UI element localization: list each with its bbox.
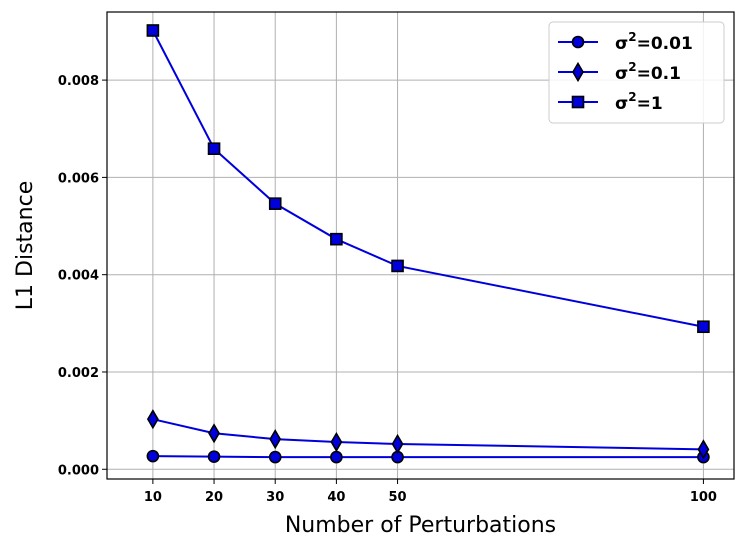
x-tick-label: 50 [389, 490, 407, 505]
data-point [391, 433, 404, 455]
data-point [146, 449, 160, 463]
plot-frame [106, 11, 735, 480]
legend-marker [571, 35, 585, 49]
legend-marker [572, 61, 584, 83]
data-point [268, 450, 282, 464]
series-line [151, 30, 704, 328]
legend-label: σ2=1 [615, 90, 663, 114]
x-tick-label: 20 [205, 490, 223, 505]
y-tick-label: 0.004 [58, 269, 99, 284]
y-tick-label: 0.008 [58, 74, 99, 89]
series-circle [146, 449, 710, 464]
legend-entry: σ2=0.1 [558, 60, 681, 84]
data-point [330, 232, 343, 246]
data-point [146, 24, 160, 37]
legend-entry: σ2=0.01 [558, 30, 693, 54]
y-tick-label: 0.002 [58, 366, 99, 381]
data-point [268, 197, 282, 210]
y-tick-label: 0.000 [58, 463, 99, 478]
data-point [208, 423, 220, 444]
data-point [207, 142, 221, 155]
series-diamond [146, 409, 710, 460]
data-point [207, 450, 221, 463]
data-point [269, 429, 282, 450]
x-tick-label: 100 [690, 490, 717, 505]
series-line [152, 418, 704, 451]
x-axis-ticks: 10 20 30 40 50 100 [144, 479, 717, 505]
y-axis-label: L1 Distance [13, 181, 38, 310]
series-layer [146, 24, 710, 464]
x-tick-label: 30 [266, 490, 284, 505]
series-square [146, 24, 710, 334]
data-point [697, 320, 710, 334]
x-tick-label: 10 [144, 490, 162, 505]
data-point [330, 450, 343, 464]
legend-marker [571, 95, 585, 109]
y-tick-label: 0.006 [58, 171, 99, 186]
legend-label: σ2=0.1 [615, 60, 681, 84]
legend-box [548, 21, 725, 124]
series-line [152, 455, 704, 459]
data-point [391, 259, 404, 273]
y-axis-ticks: 0.000 0.002 0.004 0.006 0.008 [58, 74, 107, 478]
x-tick-label: 40 [327, 490, 345, 505]
data-point [697, 439, 710, 460]
legend: σ2=0.01 σ2=0.1 σ2=1 [548, 21, 725, 124]
legend-label: σ2=0.01 [615, 30, 693, 54]
data-point [146, 409, 159, 430]
x-axis-label: Number of Perturbations [285, 513, 556, 538]
data-point [330, 431, 343, 453]
legend-entry: σ2=1 [558, 90, 663, 114]
